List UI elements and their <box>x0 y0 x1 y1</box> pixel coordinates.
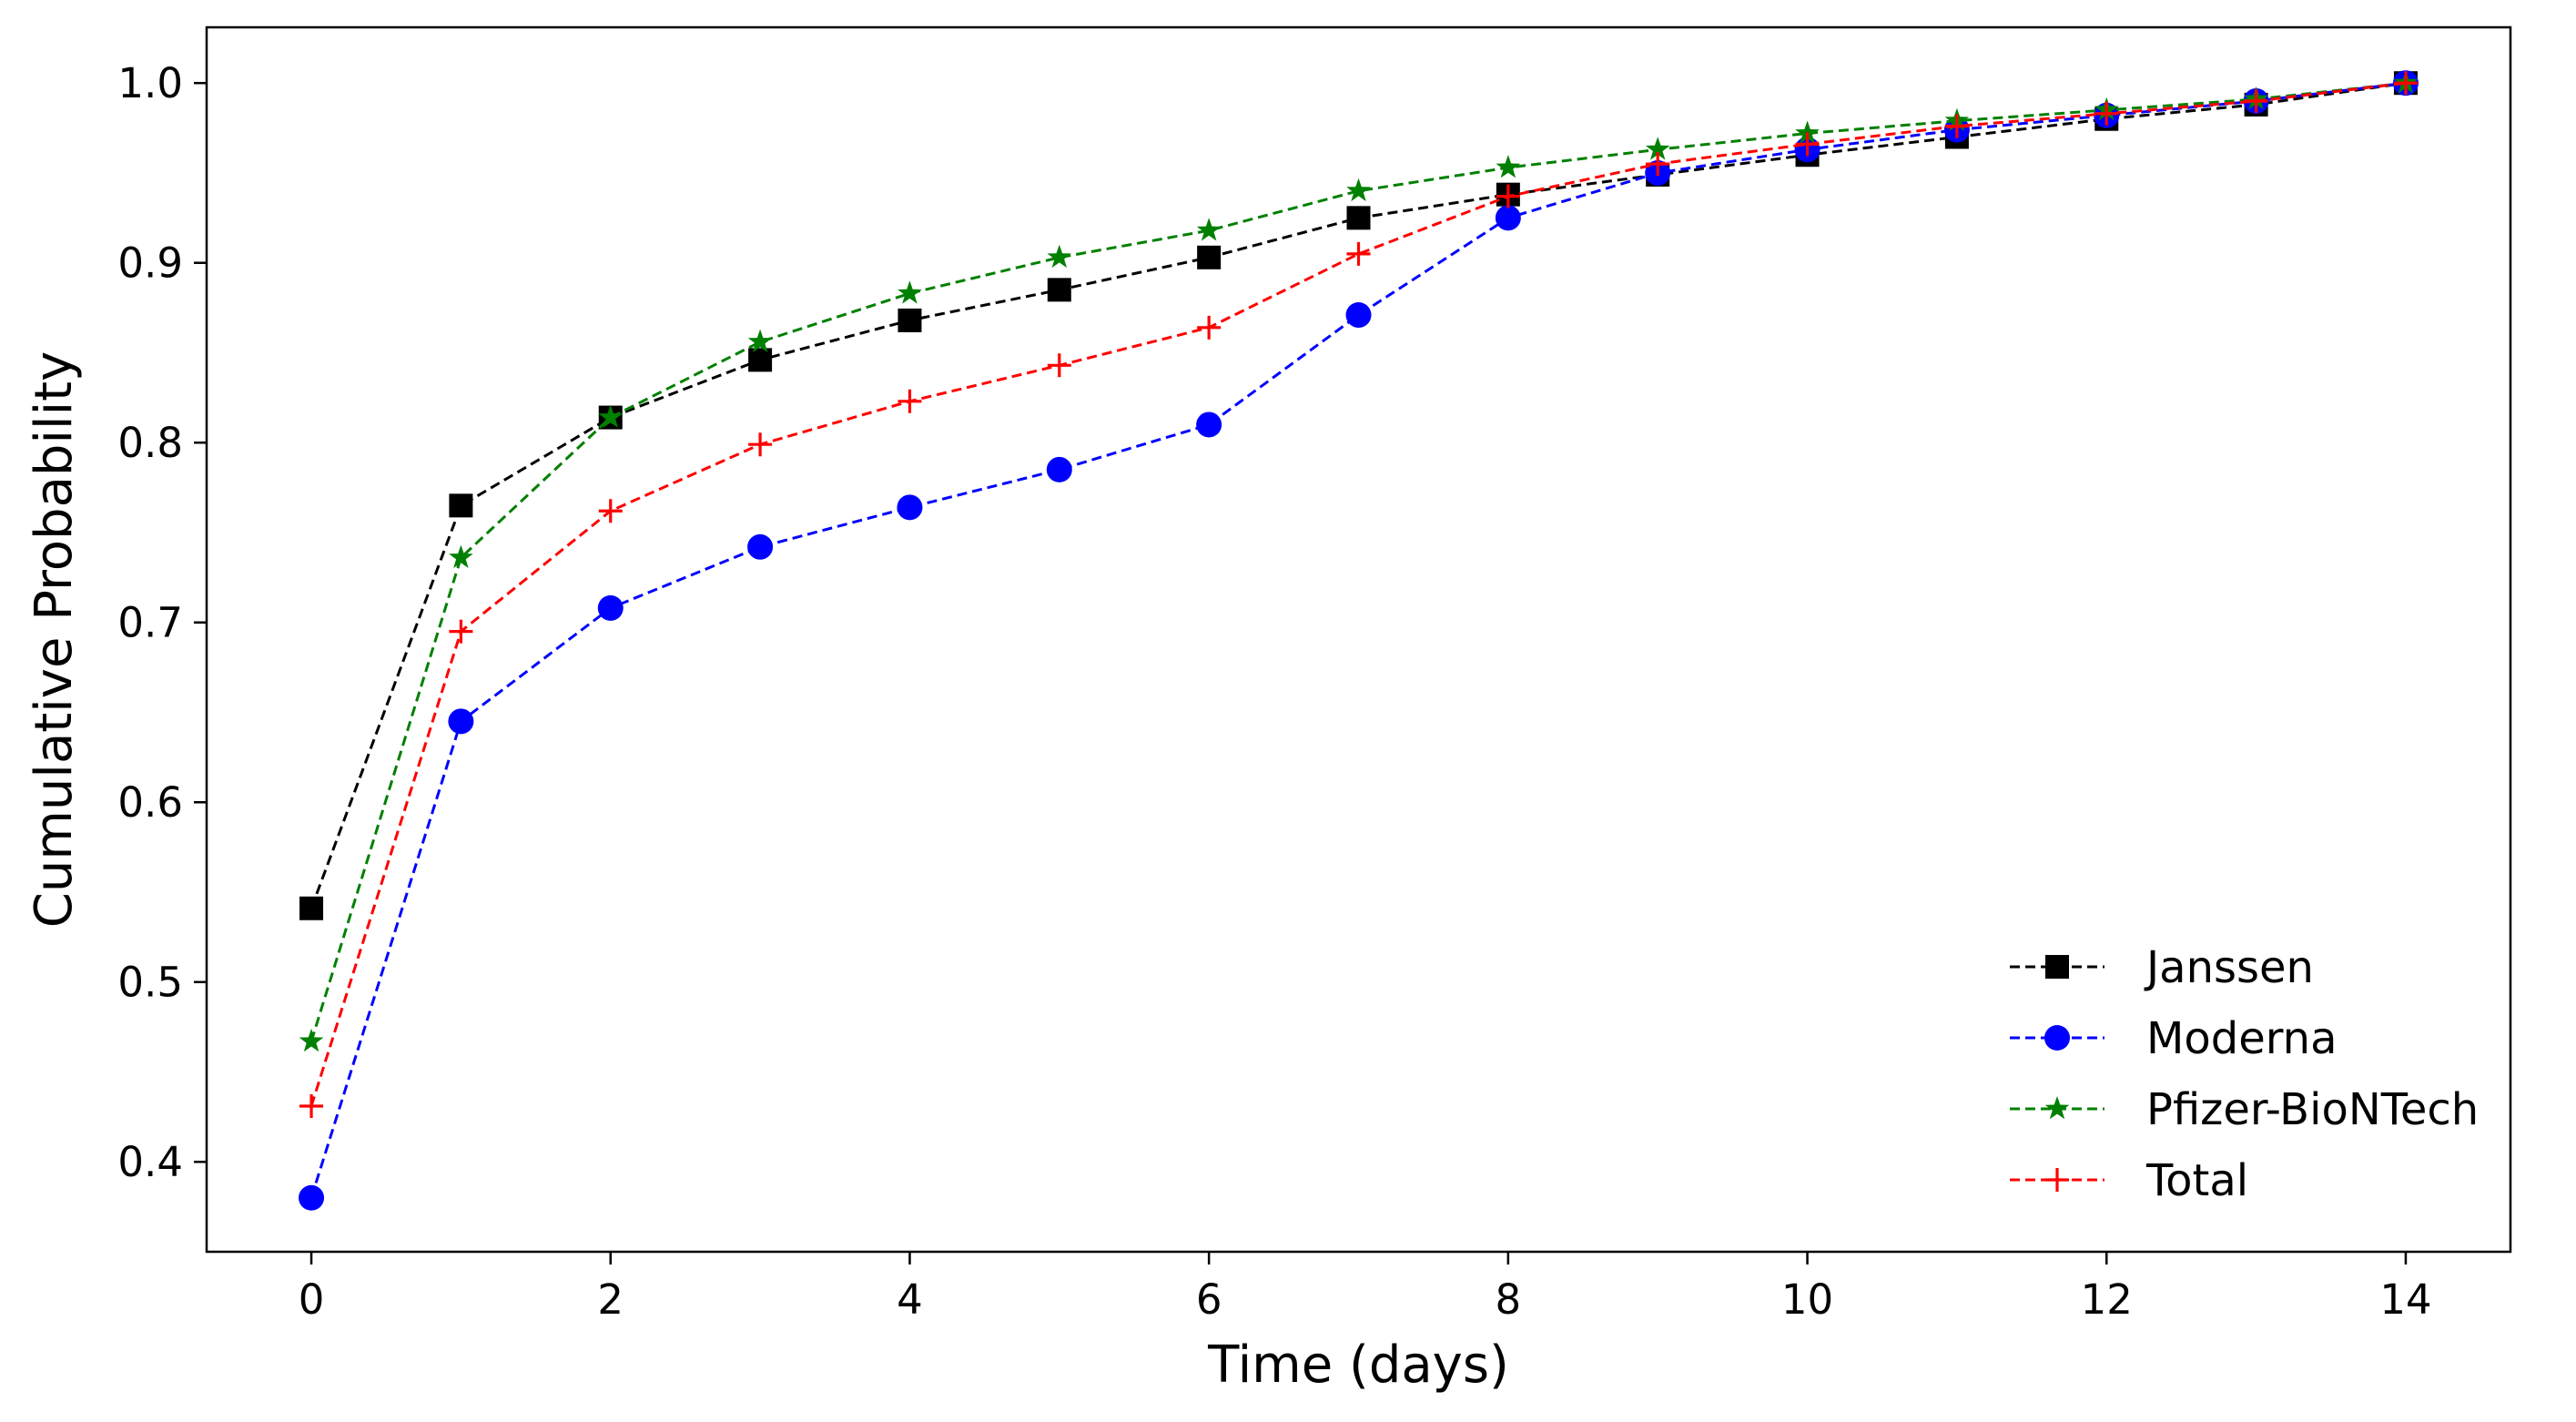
data-point-total <box>1944 114 1969 138</box>
data-point-pfizer-biontech <box>1047 244 1072 269</box>
axes-group: 0 2 4 6 8 10 12 14 0.4 0.5 0.6 0.7 0.8 0.9 1.0 Time (da… <box>25 59 2432 1395</box>
legend-marker-pfizer-biontech <box>2044 1096 2070 1120</box>
data-point-pfizer-biontech <box>598 404 624 428</box>
data-point-janssen <box>449 493 473 518</box>
y-tick-label: 0.9 <box>117 239 183 288</box>
data-point-pfizer-biontech <box>1196 218 1222 241</box>
y-tick-label: 0.8 <box>117 419 183 467</box>
data-point-moderna <box>597 594 624 621</box>
x-tick-label: 2 <box>597 1275 624 1324</box>
legend-marker-moderna <box>2044 1025 2070 1051</box>
data-point-pfizer-biontech <box>449 544 473 568</box>
legend-label-total: Total <box>2145 1155 2248 1206</box>
y-tick-label: 0.6 <box>117 778 183 827</box>
data-point-total <box>1496 184 1520 208</box>
data-point-total <box>598 499 623 523</box>
plot-frame <box>205 25 2512 1254</box>
y-axis-label: Cumulative Probability <box>25 351 84 928</box>
series-line-moderna <box>309 81 2407 1199</box>
data-point-pfizer-biontech <box>1496 155 1521 178</box>
data-point-total <box>2244 88 2268 113</box>
data-point-janssen <box>1346 206 1371 230</box>
series-line-pfizer-biontech <box>309 81 2407 1042</box>
data-point-total <box>2094 101 2119 126</box>
data-point-total <box>898 389 922 413</box>
legend-entry-pfizer-biontech: Pfizer-BioNTech <box>2010 1084 2479 1135</box>
data-point-pfizer-biontech <box>1795 120 1820 144</box>
y-tick-label: 0.4 <box>117 1138 183 1186</box>
data-point-total <box>1646 152 1670 177</box>
data-point-pfizer-biontech <box>898 280 922 304</box>
x-tick-label: 4 <box>897 1275 923 1324</box>
data-point-moderna <box>1046 456 1072 482</box>
legend-label-pfizer-biontech: Pfizer-BioNTech <box>2146 1084 2479 1135</box>
legend-marker-total <box>2045 1168 2069 1192</box>
data-point-janssen <box>1047 278 1071 302</box>
data-point-moderna <box>747 533 774 560</box>
legend-label-moderna: Moderna <box>2146 1013 2338 1064</box>
y-tick-label: 0.7 <box>117 599 183 647</box>
data-point-moderna <box>897 494 923 521</box>
data-point-pfizer-biontech <box>747 329 773 352</box>
data-point-total <box>1346 241 1371 266</box>
data-point-janssen <box>1197 245 1222 269</box>
y-tick-label: 1.0 <box>117 59 183 107</box>
data-point-janssen <box>898 308 922 332</box>
data-point-total <box>299 1094 324 1119</box>
plot-area <box>205 25 2512 1254</box>
x-tick-label: 10 <box>1781 1275 1833 1324</box>
legend-entry-total: Total <box>2010 1155 2248 1206</box>
legend-entry-moderna: Moderna <box>2010 1013 2338 1064</box>
y-tick-label: 0.5 <box>117 959 183 1007</box>
data-point-janssen <box>748 348 773 372</box>
data-point-total <box>2393 71 2418 96</box>
data-point-janssen <box>299 896 324 920</box>
x-tick-label: 12 <box>2081 1275 2133 1324</box>
x-tick-label: 8 <box>1496 1275 1522 1324</box>
data-point-total <box>449 619 473 644</box>
data-point-pfizer-biontech <box>1645 137 1670 160</box>
legend-entry-janssen: Janssen <box>2010 942 2314 993</box>
x-tick-label: 0 <box>299 1275 325 1324</box>
series-janssen <box>299 71 2418 920</box>
data-point-moderna <box>299 1184 325 1211</box>
data-point-total <box>748 432 773 457</box>
data-point-moderna <box>1495 205 1521 231</box>
x-tick-label: 14 <box>2379 1275 2431 1324</box>
data-point-pfizer-biontech <box>299 1028 324 1052</box>
data-point-moderna <box>1196 411 1222 438</box>
data-point-total <box>1047 353 1071 378</box>
legend-marker-janssen <box>2045 955 2069 979</box>
data-point-pfizer-biontech <box>1346 178 1371 202</box>
legend-label-janssen: Janssen <box>2144 942 2314 993</box>
series-line-total <box>309 81 2407 1107</box>
series-group <box>299 70 2419 1211</box>
series-total <box>299 71 2418 1119</box>
data-point-moderna <box>448 708 474 735</box>
legend: Janssen Moderna Pfizer-BioNTech Total <box>2010 942 2479 1206</box>
x-axis-label: Time (days) <box>1207 1336 1509 1395</box>
series-moderna <box>299 70 2419 1211</box>
data-point-moderna <box>1345 302 1372 329</box>
data-point-total <box>1197 315 1222 340</box>
x-tick-label: 6 <box>1196 1275 1222 1324</box>
data-point-total <box>1795 132 1820 157</box>
